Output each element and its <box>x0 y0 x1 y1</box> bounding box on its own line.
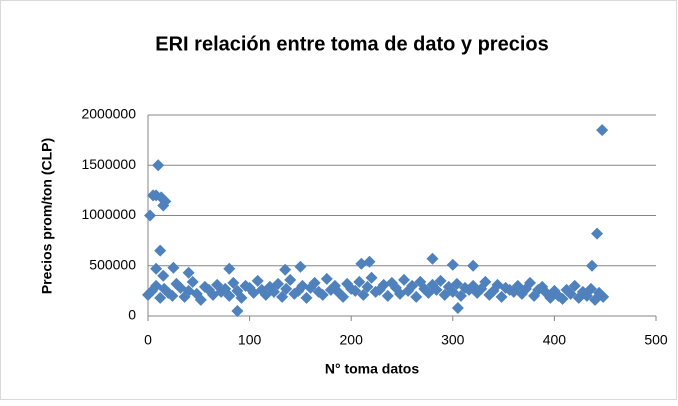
point <box>227 276 240 289</box>
point <box>316 288 329 301</box>
point <box>454 289 467 302</box>
point <box>152 159 165 172</box>
point <box>157 269 170 282</box>
point <box>353 275 366 288</box>
point <box>357 288 370 301</box>
point <box>154 244 167 257</box>
y-tick-label: 0 <box>128 307 136 323</box>
point <box>398 273 411 286</box>
point <box>591 227 604 240</box>
point <box>279 263 292 276</box>
point <box>166 289 179 302</box>
point <box>150 262 163 275</box>
point <box>355 257 368 270</box>
point <box>182 266 195 279</box>
point <box>450 277 463 290</box>
point <box>349 284 362 297</box>
point <box>267 285 280 298</box>
point <box>365 271 378 284</box>
y-axis-label: Precios prom/ton (CLP) <box>39 138 55 294</box>
point <box>272 277 285 290</box>
point <box>584 282 597 295</box>
point <box>337 290 350 303</box>
point <box>235 291 248 304</box>
x-tick-label: 300 <box>441 332 465 348</box>
point <box>446 258 459 271</box>
point <box>406 279 419 292</box>
x-tick-label: 200 <box>340 332 364 348</box>
x-tick-label: 100 <box>238 332 262 348</box>
y-tick-label: 2000000 <box>81 106 136 122</box>
point <box>568 279 581 292</box>
point <box>284 273 297 286</box>
point <box>451 301 464 314</box>
point <box>596 124 609 137</box>
point <box>167 261 180 274</box>
point <box>361 280 374 293</box>
point <box>300 291 313 304</box>
point <box>294 260 307 273</box>
point <box>430 283 443 296</box>
point <box>363 255 376 268</box>
point <box>585 259 598 272</box>
x-axis-label: N° toma datos <box>325 361 419 377</box>
point <box>434 274 447 287</box>
point <box>479 275 492 288</box>
y-tick-label: 1500000 <box>81 156 136 172</box>
x-tick-label: 0 <box>144 332 152 348</box>
point <box>251 274 264 287</box>
point <box>446 285 459 298</box>
point <box>144 209 157 222</box>
point <box>426 252 439 265</box>
point <box>467 259 480 272</box>
point <box>280 282 293 295</box>
point <box>276 290 289 303</box>
y-tick-label: 1000000 <box>81 206 136 222</box>
point <box>223 289 236 302</box>
point <box>377 278 390 291</box>
y-tick-label: 500000 <box>89 256 136 272</box>
point <box>597 290 610 303</box>
point <box>223 262 236 275</box>
point <box>410 290 423 303</box>
point <box>154 291 167 304</box>
x-tick-label: 400 <box>543 332 567 348</box>
x-tick-label: 500 <box>644 332 668 348</box>
point <box>564 287 577 300</box>
point <box>231 304 244 317</box>
point <box>159 195 172 208</box>
point <box>381 289 394 302</box>
point <box>524 276 537 289</box>
point <box>556 292 569 305</box>
point <box>308 276 321 289</box>
chart-title: ERI relación entre toma de dato y precio… <box>155 33 548 55</box>
point <box>186 275 199 288</box>
point <box>194 293 207 306</box>
point <box>296 279 309 292</box>
point <box>320 272 333 285</box>
point <box>495 290 508 303</box>
